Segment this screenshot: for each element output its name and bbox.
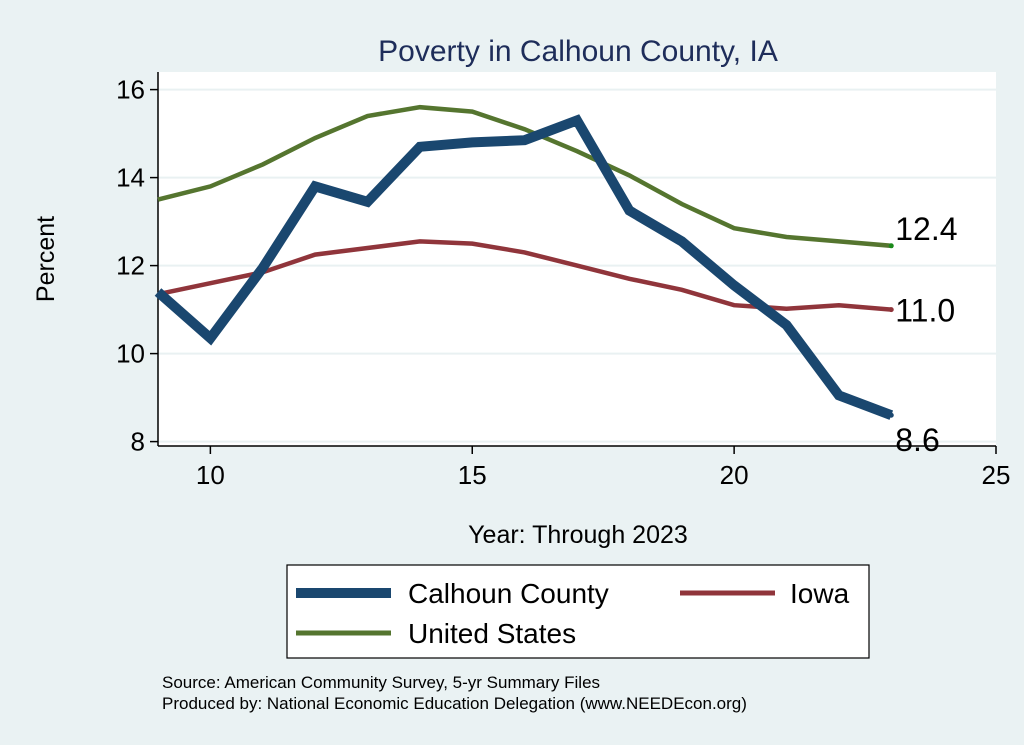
end-label-calhoun-county: 8.6 (895, 422, 939, 458)
end-label-united-states: 12.4 (895, 211, 957, 247)
y-tick-label: 12 (116, 251, 145, 281)
y-tick-label: 8 (131, 427, 145, 457)
x-tick-label: 15 (458, 460, 487, 490)
chart-title: Poverty in Calhoun County, IA (378, 35, 778, 68)
series-end-point (888, 307, 894, 313)
series-line-calhoun-county (154, 114, 894, 420)
x-axis-label: Year: Through 2023 (468, 521, 688, 549)
legend-box (286, 564, 870, 659)
legend-label-iowa: Iowa (790, 578, 850, 609)
x-tick-label: 25 (982, 460, 1011, 490)
legend: Calhoun County Iowa United States (286, 564, 870, 659)
series-end-point (888, 412, 894, 418)
end-labels: 8.6 11.0 12.4 (895, 211, 957, 458)
y-tick-label: 16 (116, 75, 145, 105)
series-lines (154, 104, 894, 420)
series-end-point (888, 243, 894, 249)
legend-label-us: United States (408, 618, 576, 649)
axis-ticks: 8 10 12 14 16 10 15 20 25 (116, 75, 1010, 490)
produced-by-note: Produced by: National Economic Education… (162, 694, 747, 713)
end-label-iowa: 11.0 (895, 293, 955, 329)
y-axis-label: Percent (32, 216, 60, 302)
source-note: Source: American Community Survey, 5-yr … (162, 673, 600, 692)
x-tick-label: 20 (720, 460, 749, 490)
y-tick-label: 10 (116, 339, 145, 369)
series-line-united-states (157, 104, 892, 249)
legend-label-calhoun: Calhoun County (408, 578, 609, 609)
axes (157, 72, 996, 447)
y-tick-label: 14 (116, 163, 145, 193)
x-tick-label: 10 (196, 460, 225, 490)
